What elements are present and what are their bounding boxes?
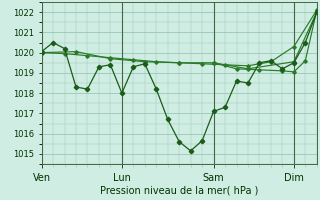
X-axis label: Pression niveau de la mer( hPa ): Pression niveau de la mer( hPa ) <box>100 186 258 196</box>
